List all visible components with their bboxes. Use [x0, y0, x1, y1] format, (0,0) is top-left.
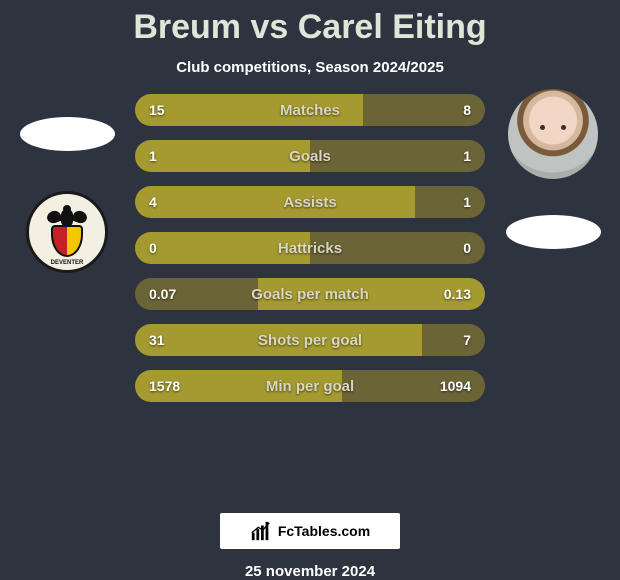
- right-club-placeholder: [506, 192, 601, 272]
- compare-area: DEVENTER 158Matches 11Goals 41Assists 00Hat…: [0, 94, 620, 493]
- right-player-column: [498, 94, 608, 272]
- stat-row: 11Goals: [135, 140, 485, 172]
- stat-label: Hattricks: [135, 240, 485, 257]
- stat-label: Min per goal: [135, 378, 485, 395]
- brand-text: FcTables.com: [278, 523, 370, 539]
- player-face-icon: [508, 89, 598, 179]
- chart-icon: [250, 520, 272, 542]
- page-title: Breum vs Carel Eiting: [133, 8, 486, 47]
- stat-row: 41Assists: [135, 186, 485, 218]
- crest-text: DEVENTER: [29, 260, 105, 266]
- comparison-card: Breum vs Carel Eiting Club competitions,…: [0, 0, 620, 580]
- shield-icon: [51, 225, 83, 257]
- stat-label: Matches: [135, 102, 485, 119]
- stat-label: Goals: [135, 148, 485, 165]
- right-player-avatar: [506, 94, 601, 174]
- left-player-column: DEVENTER: [12, 94, 122, 272]
- stats-list: 158Matches 11Goals 41Assists 00Hattricks 0.0…: [135, 94, 485, 402]
- stat-row: 15781094Min per goal: [135, 370, 485, 402]
- stat-label: Goals per match: [135, 286, 485, 303]
- stat-label: Shots per goal: [135, 332, 485, 349]
- stat-row: 158Matches: [135, 94, 485, 126]
- left-club-crest: DEVENTER: [20, 192, 115, 272]
- left-player-avatar: [20, 94, 115, 174]
- stat-row: 317Shots per goal: [135, 324, 485, 356]
- footer-date: 25 november 2024: [245, 563, 375, 580]
- stat-row: 0.070.13Goals per match: [135, 278, 485, 310]
- avatar-placeholder: [20, 117, 115, 151]
- brand-logo: FcTables.com: [220, 513, 400, 549]
- stat-label: Assists: [135, 194, 485, 211]
- subtitle: Club competitions, Season 2024/2025: [176, 59, 444, 76]
- stat-row: 00Hattricks: [135, 232, 485, 264]
